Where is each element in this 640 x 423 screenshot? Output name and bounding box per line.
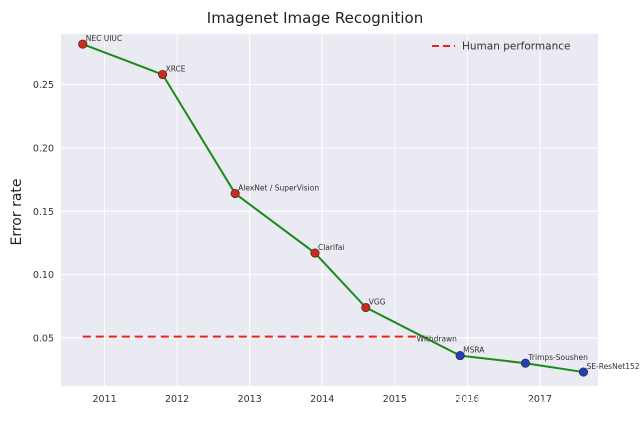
legend-label-human-performance: Human performance <box>462 41 570 53</box>
data-label-msra: MSRA <box>463 346 485 355</box>
data-label-se-resnet152-wmw: SE-ResNet152 / WMW <box>586 362 640 371</box>
watermark: 云栖社区 yq.aliyun.com <box>439 395 632 415</box>
legend: Human performance <box>432 41 570 53</box>
series-group: NEC UIUC XRCE AlexNet / SuperVision Clarifa… <box>78 34 640 377</box>
x-tick-label-2015: 2015 <box>383 394 407 405</box>
x-tick-label-2012: 2012 <box>165 394 189 405</box>
series-line-0 <box>82 43 584 374</box>
x-tick-label-2014: 2014 <box>310 394 334 405</box>
grid <box>61 34 598 386</box>
data-point-clarifai <box>310 248 320 258</box>
data-label-alexnet-supervision: AlexNet / SuperVision <box>238 184 319 193</box>
y-axis-label: Error rate <box>9 178 25 245</box>
data-label-nec-uiuc: NEC UIUC <box>86 34 122 43</box>
annotation-withdrawn: Withdrawn <box>417 335 458 344</box>
y-tick-label-0-15: 0.15 <box>33 207 54 218</box>
data-label-trimps-soushen: Trimps-Soushen <box>527 353 588 362</box>
y-tick-label-0-25: 0.25 <box>33 80 54 91</box>
tick-labels: 2011 2012 2013 2014 2015 2016 2017 0.05 0.10 0.15… <box>33 80 552 405</box>
chart-title: Imagenet Image Recognition <box>207 9 423 27</box>
data-point-trimps-soushen <box>520 358 530 368</box>
y-tick-label-0-20: 0.20 <box>33 143 54 154</box>
data-point-se-resnet152-wmw <box>578 367 589 377</box>
data-label-vgg: VGG <box>369 297 386 306</box>
data-point-xrce <box>158 69 168 80</box>
annotations: Withdrawn <box>417 335 458 344</box>
data-point-msra <box>455 351 465 361</box>
data-point-alexnet-supervision <box>230 188 240 199</box>
data-point-vgg <box>361 302 371 313</box>
x-tick-label-2011: 2011 <box>92 394 116 405</box>
data-point-nec-uiuc <box>78 39 88 49</box>
y-tick-label-0-10: 0.10 <box>33 270 54 281</box>
plot-background <box>61 34 598 386</box>
x-tick-label-2017: 2017 <box>528 394 552 405</box>
y-tick-label-0-05: 0.05 <box>33 333 54 344</box>
x-tick-label-2013: 2013 <box>238 394 262 405</box>
x-tick-label-2016: 2016 <box>455 394 479 405</box>
data-label-clarifai: Clarifai <box>318 243 344 252</box>
data-label-xrce: XRCE <box>166 65 186 74</box>
